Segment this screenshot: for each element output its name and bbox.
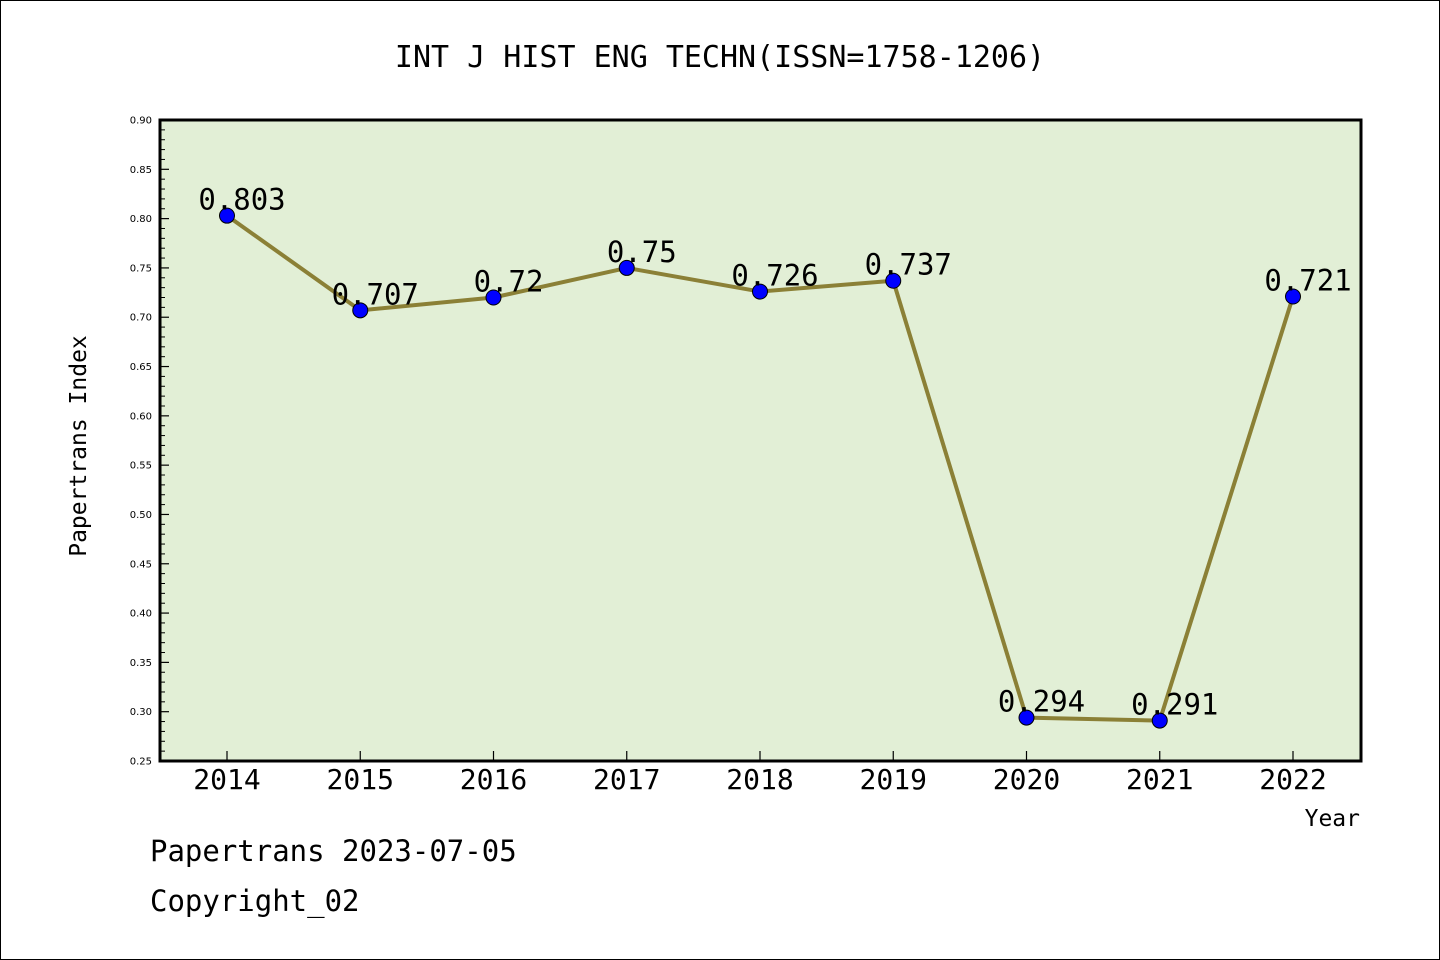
y-tick-label: 0.55 (130, 461, 152, 472)
y-tick-label: 0.65 (130, 362, 152, 373)
x-axis-ticks: 2014 2015 2016 2017 2018 2019 2020 2021 2022 (193, 751, 1327, 796)
data-point-marker (219, 207, 235, 224)
chart-title: INT J HIST ENG TECHN(ISSN=1758-1206) (395, 40, 1045, 75)
x-tick-label: 2014 (193, 763, 260, 796)
x-tick-label: 2016 (460, 763, 527, 796)
data-point-marker (1151, 712, 1168, 729)
data-point-marker (352, 302, 369, 319)
data-labels-group: 0.803 0.707 0.72 0.75 0.726 0.737 0.294 0.291 0.… (198, 183, 1351, 722)
y-tick-label: 0.35 (130, 658, 152, 669)
plot-area (158, 118, 1363, 763)
x-tick-label: 2018 (726, 763, 793, 796)
y-tick-label: 0.50 (130, 510, 152, 521)
x-tick-label: 2015 (327, 763, 394, 796)
y-tick-label: 0.40 (130, 609, 152, 620)
y-tick-label: 0.30 (130, 707, 152, 718)
data-point-marker (618, 259, 635, 276)
series-group (219, 207, 1301, 729)
y-tick-label: 0.25 (130, 757, 152, 768)
data-label: 0.721 (1264, 264, 1351, 298)
data-point-marker (885, 272, 902, 289)
data-label: 0.707 (332, 277, 419, 311)
data-label: 0.726 (731, 259, 818, 293)
data-label: 0.72 (474, 265, 544, 299)
y-tick-label: 0.90 (130, 116, 152, 127)
data-label: 0.75 (607, 235, 677, 269)
data-point-marker (752, 283, 768, 300)
y-axis-ticks: 0.25 0.30 0.35 0.40 0.45 0.50 0.55 0.60 0.65 0.70… (130, 116, 169, 768)
data-point-marker (485, 289, 502, 306)
x-tick-label: 2021 (1126, 763, 1193, 796)
y-tick-label: 0.70 (130, 313, 152, 324)
data-label: 0.291 (1131, 688, 1218, 722)
y-tick-label: 0.60 (130, 411, 152, 422)
footer-copyright: Copyright_02 (150, 884, 360, 918)
x-tick-label: 2022 (1259, 763, 1326, 796)
y-tick-label: 0.85 (130, 165, 152, 176)
x-axis-label: Year (1305, 806, 1360, 832)
footer-date-line: Papertrans 2023-07-05 (150, 834, 517, 868)
y-tick-label: 0.75 (130, 263, 152, 274)
data-label: 0.737 (865, 248, 952, 282)
data-label: 0.803 (198, 183, 285, 217)
y-axis-label: Papertrans Index (66, 335, 92, 557)
x-tick-label: 2020 (993, 763, 1060, 796)
x-tick-label: 2017 (593, 763, 660, 796)
data-label: 0.294 (998, 685, 1085, 719)
y-tick-label: 0.80 (130, 214, 152, 225)
data-point-marker (1285, 288, 1301, 305)
data-point-marker (1018, 709, 1035, 726)
x-tick-label: 2019 (860, 763, 927, 796)
y-tick-label: 0.45 (130, 559, 152, 570)
